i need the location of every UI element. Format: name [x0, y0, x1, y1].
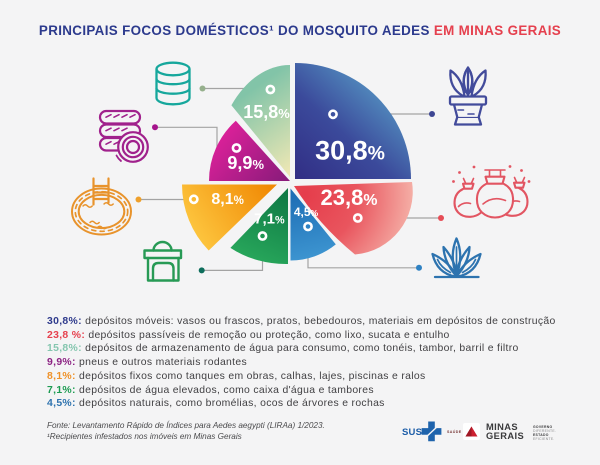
mg-triangle-icon [465, 426, 478, 436]
legend: 30,8%: depósitos móveis: vasos ou frasco… [47, 315, 587, 411]
pie-label-4-5: 4,5% [293, 205, 319, 219]
sus-logo: SUS [402, 427, 423, 438]
legend-pct: 9,9%: [47, 357, 76, 369]
mg-tagline: GOVERNO DIFERENTE. ESTADO EFICIENTE. [533, 424, 557, 441]
title-highlight: EM MINAS GERAIS [433, 23, 562, 38]
pie-label-30-8: 30,8% [315, 135, 385, 165]
slice-rings [188, 84, 363, 241]
connector-9-9 [155, 126, 218, 152]
dot-23-8 [438, 215, 444, 221]
ring-8-1 [188, 194, 199, 205]
legend-pct: 23,8 %: [47, 329, 86, 341]
dot-8-1 [135, 196, 142, 203]
mg-logo [463, 422, 480, 440]
ring-30-8 [328, 109, 338, 120]
legend-pct: 4,5%: [47, 398, 76, 410]
legend-text: pneus e outros materiais rodantes [79, 357, 248, 369]
legend-text: depósitos móveis: vasos ou frascos, prat… [85, 316, 556, 327]
pie-label-7-1: 7,1% [254, 210, 285, 227]
pie-label-9-9: 9,9% [227, 153, 264, 174]
footer: Fonte: Levantamento Rápido de Índices pa… [47, 420, 325, 443]
legend-text: depósitos passíveis de remoção ou proteç… [88, 329, 450, 341]
legend-row: 9,9%: pneus e outros materiais rodantes [47, 356, 587, 370]
trash-bags-icon [452, 165, 531, 219]
sus-cross-icon [421, 421, 442, 442]
slice-4-5 [290, 188, 336, 261]
water-barrel-icon [155, 61, 191, 106]
slice-9-9 [209, 120, 290, 181]
ring-9-9 [231, 143, 242, 153]
legend-row: 4,5%: depósitos naturais, como bromélias… [47, 397, 587, 411]
ring-4-5 [303, 221, 313, 232]
slice-30-8 [295, 63, 411, 179]
dot-4-5 [416, 264, 422, 271]
legend-row: 23,8 %: depósitos passíveis de remoção o… [47, 329, 587, 343]
ring-15-8 [265, 84, 276, 95]
potted-plant-icon [448, 66, 488, 126]
connector-dots [135, 85, 444, 274]
saude-label: SAÚDE [447, 430, 462, 434]
trash-bag-center [475, 169, 515, 219]
legend-row: 8,1%: depósitos fixos como tanques em ob… [47, 370, 587, 384]
slice-7-1 [230, 188, 288, 265]
tires-icon [98, 109, 149, 163]
legend-row: 7,1%: depósitos de água elevados, como c… [47, 384, 587, 398]
trash-bags-sparkles [452, 165, 531, 183]
dot-30-8 [429, 111, 435, 117]
legend-text: depósitos de armazenamento de água para … [85, 343, 519, 355]
dot-15-8 [199, 85, 206, 92]
legend-pct: 7,1%: [47, 384, 76, 396]
legend-text: depósitos naturais, como bromélias, ocos… [79, 398, 385, 410]
ring-23-8 [352, 213, 363, 223]
ring-7-1 [257, 231, 268, 241]
slice-15-8 [231, 64, 290, 177]
trash-bag-left [453, 177, 482, 218]
legend-pct: 15,8%: [47, 343, 82, 355]
legend-text: depósitos de água elevados, como caixa d… [79, 384, 374, 396]
bromeliad-icon [431, 237, 482, 279]
mg-name: MINAS GERAIS [486, 422, 525, 441]
pie-label-23-8: 23,8% [320, 184, 378, 210]
water-tank-icon [143, 240, 183, 282]
title-main: PRINCIPAIS FOCOS DOMÉSTICOS¹ DO MOSQUITO… [38, 23, 430, 38]
footer-note: ¹Recipientes infestados nos imóveis em M… [47, 431, 242, 441]
page-title: PRINCIPAIS FOCOS DOMÉSTICOS¹ DO MOSQUITO… [0, 23, 600, 38]
pie-label-8-1: 8,1% [211, 190, 244, 208]
legend-row: 15,8%: depósitos de armazenamento de águ… [47, 342, 587, 356]
footer-source: Fonte: Levantamento Rápido de Índices pa… [47, 420, 325, 430]
legend-pct: 8,1%: [47, 370, 76, 382]
pie-label-15-8: 15,8% [243, 101, 290, 122]
pool-ladder-icon [71, 177, 132, 236]
legend-pct: 30,8%: [47, 316, 82, 327]
dot-7-1 [198, 267, 205, 274]
dot-9-9 [152, 124, 158, 131]
logos: SUS SAÚDE MINAS GERAIS GOVERNO DIFERENTE… [398, 420, 563, 446]
legend-text: depósitos fixos como tanques em obras, c… [79, 370, 426, 382]
slice-8-1 [182, 184, 277, 251]
legend-row: 30,8%: depósitos móveis: vasos ou frasco… [47, 315, 587, 329]
